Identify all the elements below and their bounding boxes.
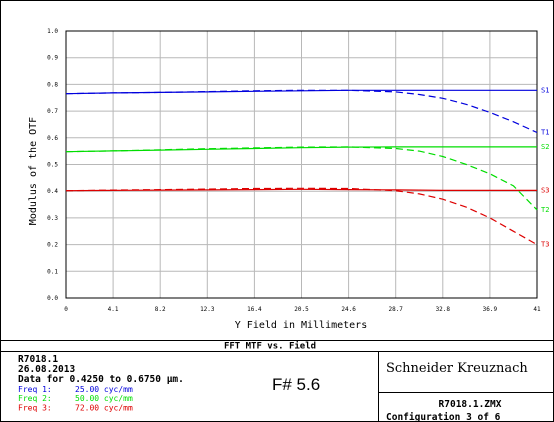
freq-label: Freq 3: — [18, 403, 52, 412]
wavelength-text: Data for 0.4250 to 0.6750 µm. — [18, 374, 184, 385]
y-tick-label: 0.2 — [47, 242, 58, 249]
configuration-text: Configuration 3 of 6 — [386, 412, 501, 422]
plot-grid — [65, 30, 538, 299]
freq-value: 25.00 cyc/mm — [75, 385, 133, 394]
chart-title: FFT MTF vs. Field — [224, 341, 316, 352]
y-tick-label: 0.3 — [47, 215, 58, 222]
x-tick-label: 0 — [64, 306, 68, 313]
y-tick-label: 0.8 — [47, 81, 58, 88]
y-tick-label: 0.5 — [47, 162, 58, 169]
y-tick-label: 0.9 — [47, 55, 58, 62]
series-label-t3: T3 — [541, 241, 549, 249]
y-tick-label: 1.0 — [47, 28, 58, 35]
x-axis-label: Y Field in Millimeters — [235, 320, 367, 331]
series-line-t2 — [65, 146, 538, 211]
x-tick-label: 36.9 — [483, 306, 498, 313]
series-labels: S1 T1 S2 T2 S3 T3 — [541, 86, 549, 248]
x-tick-label: 16.4 — [247, 306, 262, 313]
series-line-t3 — [65, 187, 538, 246]
x-tick-label: 4.1 — [108, 306, 119, 313]
x-tick-label: 32.8 — [436, 306, 451, 313]
company-name: Schneider Kreuznach — [386, 361, 528, 376]
series-label-t2: T2 — [541, 206, 549, 214]
x-tick-labels: 0 4.1 8.2 12.3 16.4 20.5 24.6 28.7 32.8 36.9 41 — [64, 306, 541, 313]
series-label-t1: T1 — [541, 128, 549, 136]
x-tick-label: 24.6 — [341, 306, 356, 313]
frequency-legend: Freq 1: 25.00 cyc/mm Freq 2: 50.00 cyc/mm Fr… — [18, 385, 133, 412]
x-tick-label: 12.3 — [200, 306, 215, 313]
f-number: F# 5.6 — [272, 375, 320, 394]
freq-label: Freq 2: — [18, 394, 52, 403]
y-tick-label: 0.4 — [47, 188, 58, 195]
y-tick-labels: 0.0 0.1 0.2 0.3 0.4 0.5 0.6 0.7 0.8 0.9 1.0 — [47, 28, 58, 302]
y-tick-label: 0.6 — [47, 135, 58, 142]
y-axis-label: Modulus of the OTF — [28, 117, 39, 225]
series-layer — [65, 89, 538, 246]
x-tick-label: 28.7 — [388, 306, 403, 313]
x-tick-label: 41 — [533, 306, 541, 313]
series-label-s1: S1 — [541, 86, 549, 94]
freq-label: Freq 1: — [18, 385, 52, 394]
series-label-s3: S3 — [541, 186, 549, 194]
x-tick-label: 20.5 — [294, 306, 309, 313]
series-label-s2: S2 — [541, 143, 549, 151]
zmx-file-name: R7018.1.ZMX — [439, 399, 502, 410]
y-tick-label: 0.1 — [47, 268, 58, 275]
freq-value: 72.00 cyc/mm — [75, 403, 133, 412]
y-tick-label: 0.7 — [47, 108, 58, 115]
file-code: R7018.1 — [18, 354, 58, 365]
x-tick-label: 8.2 — [155, 306, 166, 313]
freq-value: 50.00 cyc/mm — [75, 394, 133, 403]
series-line-t1 — [65, 89, 538, 134]
y-tick-label: 0.0 — [47, 295, 58, 302]
plot-border — [65, 30, 538, 299]
date-text: 26.08.2013 — [18, 364, 75, 375]
